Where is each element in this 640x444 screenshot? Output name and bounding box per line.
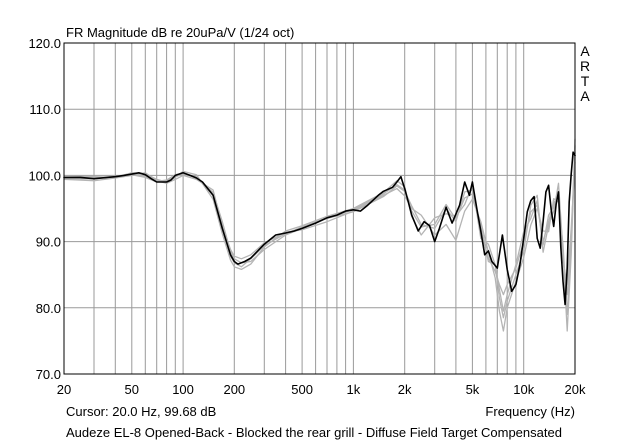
brand-letter: A: [580, 43, 590, 59]
cursor-readout: Cursor: 20.0 Hz, 99.68 dB: [66, 404, 216, 419]
grid-lines: [64, 43, 575, 374]
y-tick-label: 80.0: [36, 301, 61, 316]
y-tick-label: 100.0: [28, 168, 61, 183]
data-curves: [63, 138, 576, 332]
chart-title: FR Magnitude dB re 20uPa/V (1/24 oct): [66, 25, 294, 40]
x-tick-label: 50: [125, 382, 139, 397]
x-tick-label: 20: [57, 382, 71, 397]
brand-letter: T: [581, 73, 590, 89]
x-tick-label: 5k: [466, 382, 480, 397]
response-curve-measurement: [63, 138, 576, 332]
x-tick-label: 500: [291, 382, 313, 397]
y-tick-label: 110.0: [29, 102, 61, 117]
brand-letter: A: [580, 88, 590, 104]
chart-caption: Audeze EL-8 Opened-Back - Blocked the re…: [66, 425, 562, 440]
response-curve-measurement: [63, 161, 576, 296]
x-tick-label: 10k: [513, 382, 534, 397]
x-tick-labels: 20 50 100 200 500 1k 2k 5k 10k 20k: [57, 382, 586, 397]
y-tick-label: 120.0: [28, 36, 61, 51]
brand-letter: R: [580, 58, 590, 74]
x-tick-label: 2k: [398, 382, 412, 397]
y-tick-labels: 70.0 80.0 90.0 100.0 110.0 120.0: [28, 36, 61, 382]
y-tick-label: 90.0: [36, 235, 61, 250]
response-curve-average: [63, 151, 576, 306]
x-tick-label: 20k: [565, 382, 586, 397]
x-tick-label: 100: [172, 382, 194, 397]
plot-frame: [63, 42, 576, 375]
x-axis-label: Frequency (Hz): [485, 404, 575, 419]
x-tick-label: 1k: [347, 382, 361, 397]
x-tick-label: 200: [223, 382, 245, 397]
y-tick-label: 70.0: [36, 367, 61, 382]
